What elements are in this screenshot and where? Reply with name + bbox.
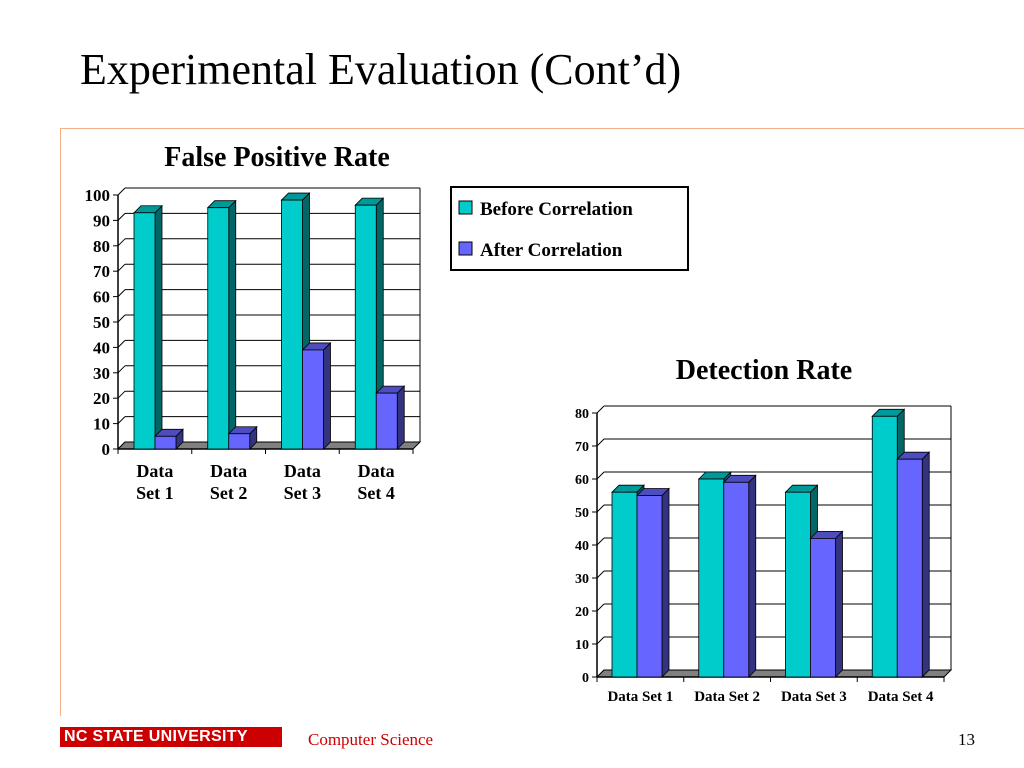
fp-grid-slant [117,238,126,247]
dr-grid-slant [596,471,605,480]
dr-y-tick-label: 80 [575,407,589,422]
dr-grid-slant [596,405,605,414]
vertical-rule [60,128,61,716]
dr-y-tick-label: 10 [575,638,589,653]
dr-chart-title: Detection Rate [676,355,852,386]
fp-bar-side [396,385,405,450]
fp-bar-after [228,433,251,450]
dr-y-tick-label: 40 [575,539,589,554]
fp-grid-slant [117,213,126,221]
fp-y-tick-label: 20 [93,389,110,408]
fp-grid-slant [117,416,126,424]
slide-title: Experimental Evaluation (Cont’d) [80,45,682,94]
fp-y-tick-label: 50 [93,313,110,332]
fp-y-tick-label: 70 [93,262,110,281]
fp-y-tick-label: 100 [85,186,111,205]
dr-bar-side [835,530,843,678]
fp-grid-slant [117,289,126,297]
dr-y-tick-label: 70 [575,440,589,455]
fp-x-tick-line: Data [136,461,173,481]
fp-x-tick-label: Data Set 3 [284,461,322,503]
dr-chart: 0 10 20 30 40 50 60 70 80 Data Set 1 Data Set 2 Dat… [575,405,953,705]
dr-bar-after [636,495,663,678]
dr-bar-after [896,458,923,678]
dr-bar-before [698,478,725,678]
fp-y-tick-label: 80 [93,237,110,256]
dr-bar-side [661,487,670,678]
dr-y-tick-label: 20 [575,605,589,620]
dr-x-tick-label: Data Set 1 [607,689,673,705]
fp-bar-after [154,435,177,450]
fp-bar-side [323,341,331,450]
page-number: 13 [958,730,975,749]
fp-x-tick-label: Data Set 2 [210,461,248,503]
fp-bar-before [207,207,230,450]
fp-bar-side [228,199,237,450]
fp-x-tick-label: Data Set 1 [136,461,174,503]
fp-bar-side [154,204,163,450]
fp-y-tick-label: 90 [93,211,110,230]
fp-y-tick-label: 40 [93,338,110,357]
department-label: Computer Science [308,730,434,749]
fp-x-tick-line: Set 4 [357,483,395,503]
fp-chart-title: False Positive Rate [164,142,390,173]
dr-grid-slant [596,570,605,579]
fp-bar-after [375,392,398,450]
dr-grid-slant [596,504,605,513]
fp-bar-before [133,212,156,450]
legend-box [450,186,689,271]
fp-x-tick-line: Data [284,461,321,481]
dr-y-tick-label: 60 [575,473,589,488]
dr-x-tick-label: Data Set 4 [868,689,934,705]
fp-bar-after [302,349,324,450]
dr-y-tick-label: 0 [582,671,589,686]
fp-x-tick-line: Set 3 [284,483,322,503]
dr-x-tick-label: Data Set 2 [694,689,760,705]
dr-bar-side [748,474,757,678]
dr-y-tick-label: 50 [575,506,589,521]
fp-y-tick-label: 30 [93,364,110,383]
fp-x-tick-line: Set 1 [136,483,174,503]
legend-label-after: After Correlation [480,240,623,261]
dr-bar-before [785,491,811,678]
dr-bar-before [611,491,638,678]
dr-grid-slant [596,636,605,645]
dr-bar-before [871,415,898,678]
fp-grid-slant [117,340,126,348]
fp-grid-slant [117,365,126,374]
dr-bar-after [810,538,836,678]
horizontal-rule [60,128,1024,129]
dr-bar-side [921,451,930,678]
dr-grid-slant [596,537,605,546]
dr-grid-slant [596,438,605,447]
legend: Before Correlation After Correlation [450,186,689,271]
dr-y-tick-label: 30 [575,572,589,587]
fp-bar-before [354,204,377,450]
legend-label-before: Before Correlation [480,199,633,220]
fp-grid-slant [117,187,126,196]
fp-y-tick-label: 10 [93,415,110,434]
dr-x-tick-label: Data Set 3 [781,689,847,705]
fp-grid-slant [117,263,126,272]
fp-grid-slant [117,314,126,323]
fp-x-tick-line: Set 2 [210,483,248,503]
fp-bar-before [281,199,303,450]
fp-y-tick-label: 60 [93,288,110,307]
dr-bar-after [723,481,750,678]
fp-x-tick-line: Data [358,461,395,481]
fp-y-tick-label: 0 [102,440,111,459]
fp-x-tick-line: Data [210,461,247,481]
legend-swatch-before [458,200,473,215]
legend-swatch-after [458,241,473,256]
fp-x-tick-label: Data Set 4 [357,461,395,503]
dr-grid-slant [596,603,605,612]
fp-grid-slant [117,390,126,399]
ncsu-logo: NC STATE UNIVERSITY [60,727,282,747]
